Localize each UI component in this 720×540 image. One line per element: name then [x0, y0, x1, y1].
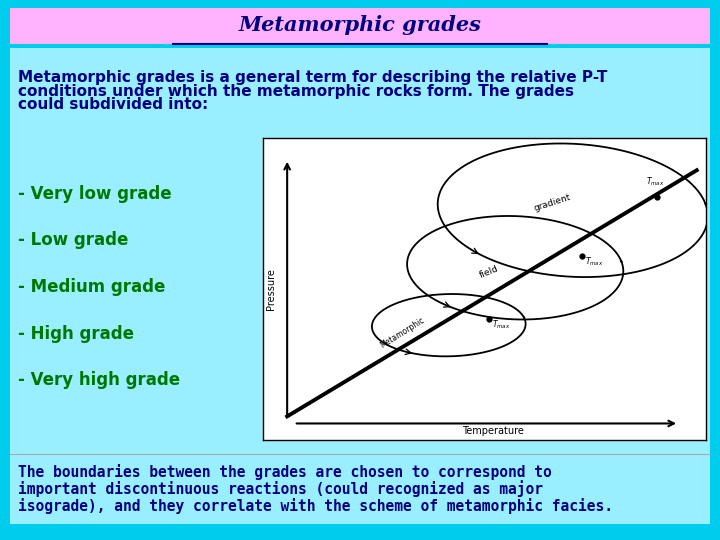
- Text: - Medium grade: - Medium grade: [18, 278, 166, 296]
- Text: Metamorphic grades is a general term for describing the relative P-T: Metamorphic grades is a general term for…: [18, 70, 608, 85]
- Text: gradient: gradient: [534, 192, 572, 213]
- FancyBboxPatch shape: [10, 48, 710, 524]
- FancyBboxPatch shape: [10, 8, 710, 44]
- Text: Metamorphic: Metamorphic: [379, 315, 426, 350]
- Text: $T_{max}$: $T_{max}$: [492, 319, 510, 331]
- Text: isograde), and they correlate with the scheme of metamorphic facies.: isograde), and they correlate with the s…: [18, 498, 613, 514]
- Text: - Very low grade: - Very low grade: [18, 185, 171, 204]
- Text: important discontinuous reactions (could recognized as major: important discontinuous reactions (could…: [18, 481, 543, 497]
- Text: $T_{max}$: $T_{max}$: [646, 175, 664, 187]
- Text: Pressure: Pressure: [266, 268, 276, 310]
- Text: Metamorphic grades: Metamorphic grades: [238, 15, 482, 36]
- Text: conditions under which the metamorphic rocks form. The grades: conditions under which the metamorphic r…: [18, 84, 574, 99]
- Text: - Low grade: - Low grade: [18, 231, 128, 249]
- Text: - Very high grade: - Very high grade: [18, 371, 180, 389]
- Text: The boundaries between the grades are chosen to correspond to: The boundaries between the grades are ch…: [18, 464, 552, 481]
- Text: $T_{max}$: $T_{max}$: [585, 255, 603, 268]
- Text: Temperature: Temperature: [462, 426, 524, 436]
- Text: - High grade: - High grade: [18, 325, 134, 343]
- Text: field: field: [478, 265, 500, 280]
- Text: could subdivided into:: could subdivided into:: [18, 97, 208, 112]
